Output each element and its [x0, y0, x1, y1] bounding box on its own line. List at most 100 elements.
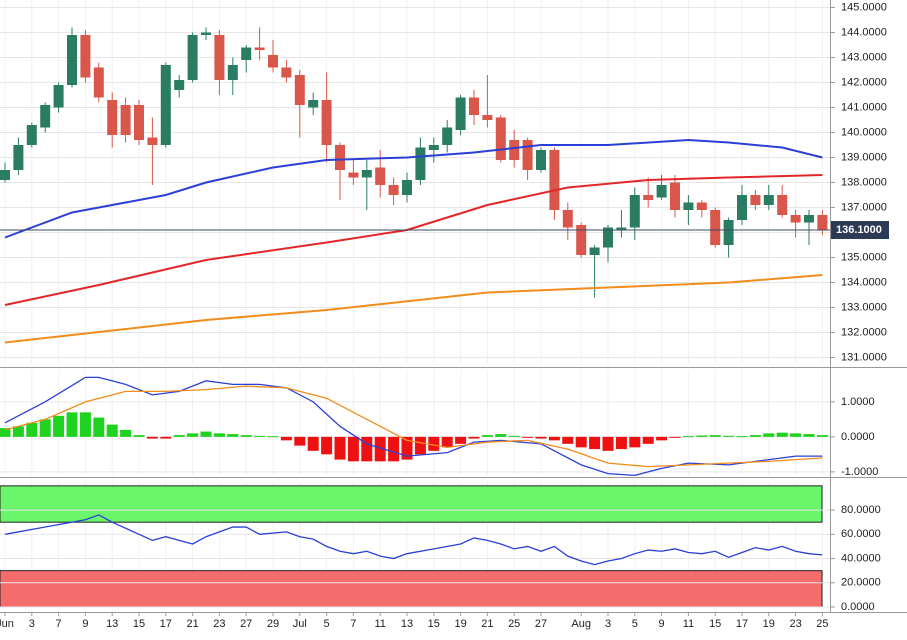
y-tick-label: 0.0000: [841, 601, 875, 613]
x-tick-label: 21: [481, 618, 493, 630]
candle-body: [723, 220, 734, 245]
candle-body: [335, 145, 345, 170]
histogram-bar: [227, 434, 239, 437]
candle-body: [26, 125, 37, 145]
x-tick-label: 7: [56, 618, 62, 630]
y-tick-label: 134.0000: [841, 276, 887, 288]
candle-body: [281, 67, 292, 78]
plot-layer: 131.0000132.0000133.0000134.0000135.0000…: [0, 0, 889, 630]
histogram-bar: [240, 435, 252, 437]
histogram-bar: [187, 433, 199, 437]
y-tick-label: 40.0000: [841, 552, 881, 564]
x-tick-label: 27: [240, 618, 252, 630]
candle-body: [227, 65, 238, 80]
histogram-bar: [213, 433, 225, 437]
histogram-bar: [816, 435, 828, 437]
histogram-bar: [321, 436, 333, 455]
candle-body: [576, 225, 587, 255]
candle-body: [670, 182, 680, 210]
x-tick-label: 27: [535, 618, 547, 630]
histogram-bar: [669, 436, 681, 438]
x-tick-label: 23: [213, 618, 225, 630]
candle-body: [107, 100, 118, 135]
candle-body: [0, 170, 10, 180]
candle-body: [629, 195, 640, 228]
histogram-bar: [160, 436, 172, 439]
y-tick-label: 138.0000: [841, 176, 887, 188]
candle-body: [388, 185, 399, 195]
histogram-bar: [468, 436, 480, 439]
histogram-bar: [294, 436, 306, 446]
histogram-bar: [548, 436, 560, 441]
candle-body: [750, 195, 761, 205]
histogram-bar: [776, 432, 788, 437]
candle-body: [442, 127, 453, 145]
candle-body: [455, 97, 466, 130]
histogram-bar: [696, 435, 708, 437]
y-tick-label: 139.0000: [841, 151, 887, 163]
candle-body: [120, 105, 131, 135]
histogram-bar: [133, 435, 145, 437]
x-tick-label: 29: [267, 618, 279, 630]
y-tick-label: 142.0000: [841, 76, 887, 88]
histogram-bar: [200, 431, 212, 437]
y-tick-label: 144.0000: [841, 26, 887, 38]
candle-body: [254, 47, 265, 50]
x-tick-label: 11: [374, 618, 385, 630]
candle-body: [737, 195, 747, 220]
x-tick-label: 5: [324, 618, 330, 630]
y-tick-label: 0.0000: [841, 431, 875, 443]
candle-body: [241, 47, 252, 60]
rsi-zone: [0, 485, 823, 523]
y-tick-label: -1.0000: [841, 466, 878, 478]
y-tick-label: 1.0000: [841, 396, 875, 408]
x-tick-label: 5: [632, 618, 638, 630]
histogram-bar: [361, 436, 373, 462]
y-tick-label: 80.0000: [841, 504, 881, 516]
histogram-bar: [26, 422, 38, 437]
histogram-bar: [79, 412, 91, 437]
histogram-bar: [508, 435, 520, 437]
x-tick-label: Jun: [0, 618, 14, 630]
histogram-bar: [709, 435, 721, 437]
candle-body: [428, 145, 439, 150]
histogram-bar: [307, 436, 319, 451]
histogram-bar: [254, 435, 266, 437]
x-tick-label: 3: [605, 618, 611, 630]
histogram-bar: [602, 436, 614, 451]
candle-body: [763, 195, 774, 205]
candle-body: [348, 172, 359, 178]
candle-body: [616, 227, 627, 230]
x-tick-label: 7: [350, 618, 356, 630]
histogram-bar: [790, 433, 802, 437]
histogram-bar: [146, 436, 158, 439]
rsi-zone: [0, 570, 823, 608]
candle-body: [804, 215, 814, 223]
x-tick-label: Aug: [571, 618, 591, 630]
histogram-bar: [736, 436, 748, 438]
x-tick-label: 25: [508, 618, 520, 630]
x-tick-label: 3: [29, 618, 35, 630]
x-tick-label: 17: [160, 618, 172, 630]
moving-average: [4, 138, 823, 239]
x-tick-label: 13: [401, 618, 413, 630]
x-tick-label: 21: [186, 618, 198, 630]
candle-body: [509, 140, 520, 160]
histogram-bar: [414, 436, 426, 455]
x-tick-label: 13: [106, 618, 118, 630]
candle-body: [80, 35, 91, 78]
histogram-bar: [334, 436, 346, 460]
candle-body: [402, 180, 412, 195]
rsi-line: [4, 514, 823, 566]
candle-body: [294, 75, 305, 105]
histogram-bar: [656, 436, 668, 441]
candle-body: [201, 32, 211, 35]
candle-body: [53, 85, 64, 108]
x-tick-label: 15: [428, 618, 440, 630]
histogram-bar: [120, 429, 132, 437]
x-tick-label: 15: [133, 618, 145, 630]
candle-body: [134, 105, 144, 140]
histogram-bar: [0, 428, 11, 437]
